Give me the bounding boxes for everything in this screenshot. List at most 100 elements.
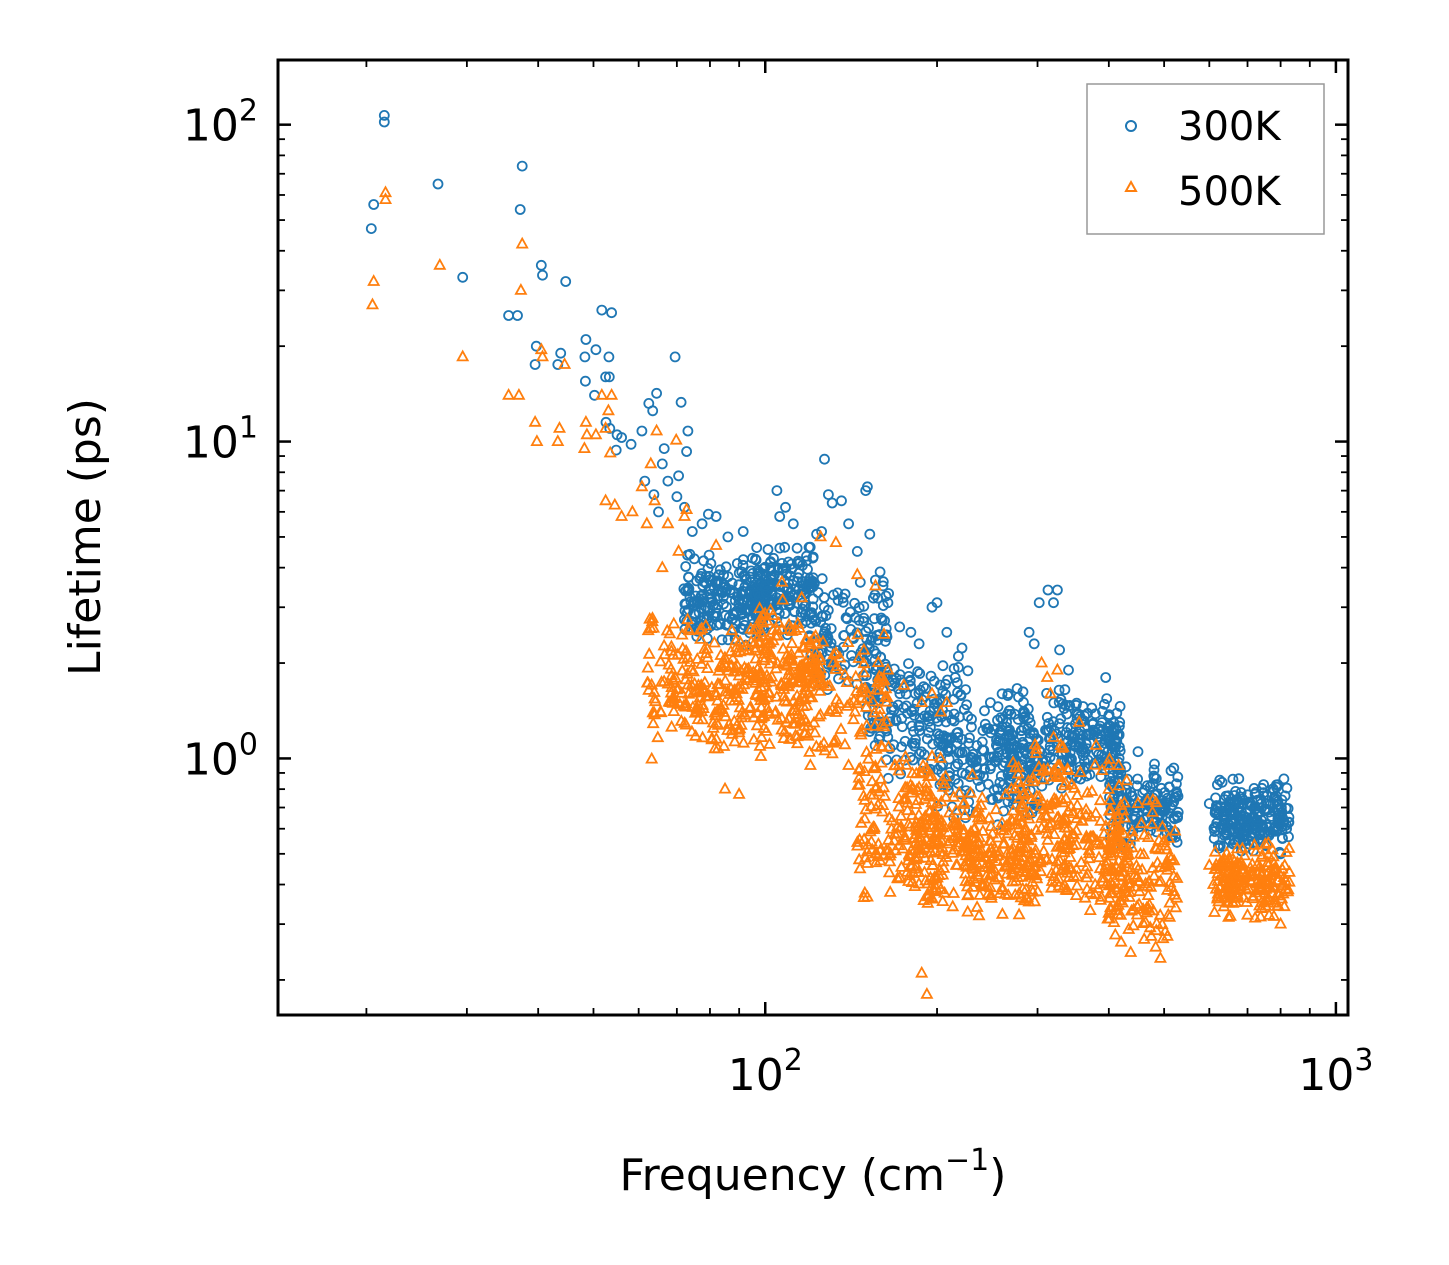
data-point-500k (888, 843, 903, 856)
data-point-500k (1089, 737, 1103, 750)
data-point-300k (681, 446, 692, 457)
data-point-500k (1012, 820, 1026, 833)
data-point-500k (1111, 907, 1125, 920)
data-point-300k (881, 629, 892, 641)
data-point-300k (880, 590, 892, 602)
data-point-300k (1216, 776, 1228, 788)
data-point-500k (1267, 862, 1281, 875)
data-point-500k (589, 427, 603, 440)
data-point-300k (1268, 823, 1280, 835)
data-point-500k (860, 844, 874, 857)
data-point-500k (900, 795, 915, 808)
data-point-300k (932, 728, 944, 740)
data-point-300k (812, 587, 824, 598)
data-point-500k (1036, 772, 1050, 785)
data-point-500k (601, 403, 615, 416)
data-point-500k (1167, 884, 1181, 896)
data-point-500k (859, 700, 873, 712)
data-point-500k (958, 866, 972, 879)
data-point-300k (940, 716, 952, 728)
data-point-300k (780, 501, 791, 513)
data-point-500k (936, 820, 950, 833)
data-point-500k (972, 908, 986, 921)
data-point-500k (934, 704, 948, 717)
data-point-300k (779, 541, 791, 553)
data-point-500k (1035, 655, 1049, 668)
data-point-500k (1262, 892, 1276, 905)
data-point-500k (699, 618, 713, 631)
data-point-500k (821, 679, 835, 691)
data-point-500k (1029, 868, 1043, 881)
data-point-500k (1061, 821, 1075, 833)
data-point-500k (912, 807, 926, 820)
data-point-500k (940, 695, 954, 707)
data-point-500k (1156, 931, 1170, 944)
data-point-500k (1267, 895, 1281, 908)
data-point-300k (1242, 812, 1253, 824)
data-point-300k (995, 770, 1007, 782)
data-point-500k (1149, 795, 1163, 808)
data-point-500k (1107, 837, 1121, 850)
data-point-300k (700, 570, 712, 582)
data-point-500k (759, 724, 773, 736)
data-point-500k (888, 758, 902, 771)
data-point-300k (1003, 790, 1015, 801)
data-point-300k (771, 485, 783, 497)
data-point-300k (818, 601, 830, 613)
data-point-300k (836, 495, 847, 507)
data-point-300k (716, 634, 728, 646)
data-point-500k (1140, 900, 1154, 913)
data-point-300k (1019, 711, 1031, 722)
data-point-500k (1052, 871, 1066, 884)
data-point-500k (857, 788, 871, 801)
data-point-500k (794, 658, 808, 671)
data-point-500k (1094, 893, 1108, 905)
data-point-500k (850, 696, 864, 708)
data-point-500k (1021, 786, 1035, 798)
data-point-500k (869, 742, 883, 754)
data-point-500k (1114, 934, 1128, 947)
data-point-500k (813, 653, 827, 665)
data-point-500k (729, 633, 743, 646)
data-point-300k (1065, 756, 1077, 767)
data-point-500k (641, 660, 655, 673)
data-point-300k (590, 344, 602, 356)
data-point-500k (1065, 777, 1079, 790)
data-point-500k (840, 699, 854, 711)
data-point-500k (713, 658, 727, 671)
data-point-300k (684, 548, 696, 560)
data-point-500k (915, 965, 929, 978)
data-point-300k (787, 590, 799, 602)
data-point-500k (874, 671, 888, 683)
data-point-300k (914, 668, 926, 679)
data-point-300k (964, 732, 975, 744)
data-point-500k (1149, 923, 1163, 936)
data-point-500k (943, 834, 957, 846)
data-point-500k (1230, 887, 1244, 900)
data-point-300k (818, 592, 830, 603)
data-point-500k (762, 737, 777, 749)
data-point-300k (560, 276, 572, 287)
data-point-300k (1209, 826, 1221, 837)
data-point-500k (999, 787, 1013, 800)
data-point-500k (1082, 843, 1096, 856)
data-point-500k (605, 387, 619, 400)
data-point-500k (694, 632, 708, 644)
data-point-500k (1163, 909, 1177, 922)
data-point-500k (512, 387, 526, 400)
data-point-500k (686, 664, 700, 677)
data-point-500k (947, 831, 961, 844)
data-point-500k (1070, 788, 1084, 800)
data-point-300k (1012, 714, 1024, 725)
data-point-500k (705, 731, 719, 743)
data-point-300k (1113, 786, 1125, 797)
data-point-500k (829, 535, 843, 547)
data-point-500k (1060, 761, 1074, 774)
data-point-300k (760, 587, 772, 599)
data-point-500k (695, 681, 709, 694)
data-point-500k (707, 635, 721, 648)
data-point-500k (829, 645, 843, 658)
data-point-300k (710, 511, 722, 522)
data-point-500k (708, 705, 722, 718)
data-point-500k (883, 885, 897, 897)
